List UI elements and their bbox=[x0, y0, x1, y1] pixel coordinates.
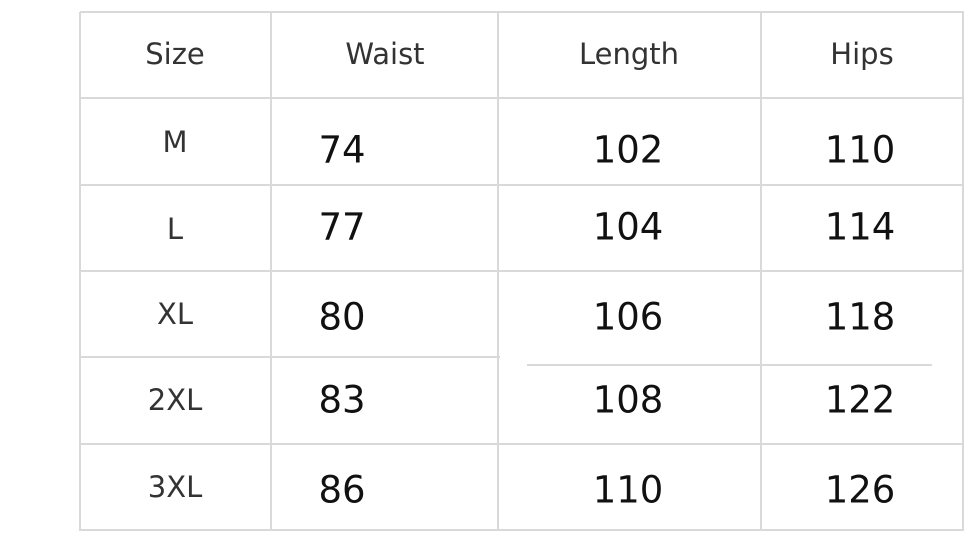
cell-hips: 114 bbox=[824, 205, 896, 249]
header-hips: Hips bbox=[830, 37, 894, 71]
header-length: Length bbox=[578, 37, 680, 71]
cell-hips: 126 bbox=[824, 468, 896, 512]
grid-line bbox=[527, 364, 932, 366]
cell-size: M bbox=[162, 125, 188, 159]
header-size: Size bbox=[145, 37, 205, 71]
cell-hips: 118 bbox=[824, 295, 896, 339]
cell-length: 104 bbox=[592, 205, 664, 249]
cell-waist: 83 bbox=[318, 378, 366, 422]
cell-length: 108 bbox=[592, 378, 664, 422]
cell-waist: 77 bbox=[318, 205, 366, 249]
cell-hips: 122 bbox=[824, 378, 896, 422]
cell-length: 110 bbox=[592, 468, 664, 512]
grid-line bbox=[80, 11, 964, 13]
cell-waist: 86 bbox=[318, 468, 366, 512]
cell-waist: 74 bbox=[318, 128, 366, 172]
cell-length: 106 bbox=[592, 295, 664, 339]
grid-line bbox=[80, 356, 500, 358]
cell-size: 3XL bbox=[147, 470, 203, 504]
cell-size: 2XL bbox=[147, 383, 203, 417]
cell-waist: 80 bbox=[318, 295, 366, 339]
header-waist: Waist bbox=[345, 37, 425, 71]
cell-size: XL bbox=[156, 297, 194, 331]
grid-line bbox=[80, 184, 964, 186]
grid-line bbox=[80, 97, 964, 99]
grid-line bbox=[80, 529, 964, 531]
grid-line bbox=[80, 443, 964, 445]
cell-size: L bbox=[166, 212, 184, 246]
cell-hips: 110 bbox=[824, 128, 896, 172]
cell-length: 102 bbox=[592, 128, 664, 172]
grid-line bbox=[80, 270, 964, 272]
